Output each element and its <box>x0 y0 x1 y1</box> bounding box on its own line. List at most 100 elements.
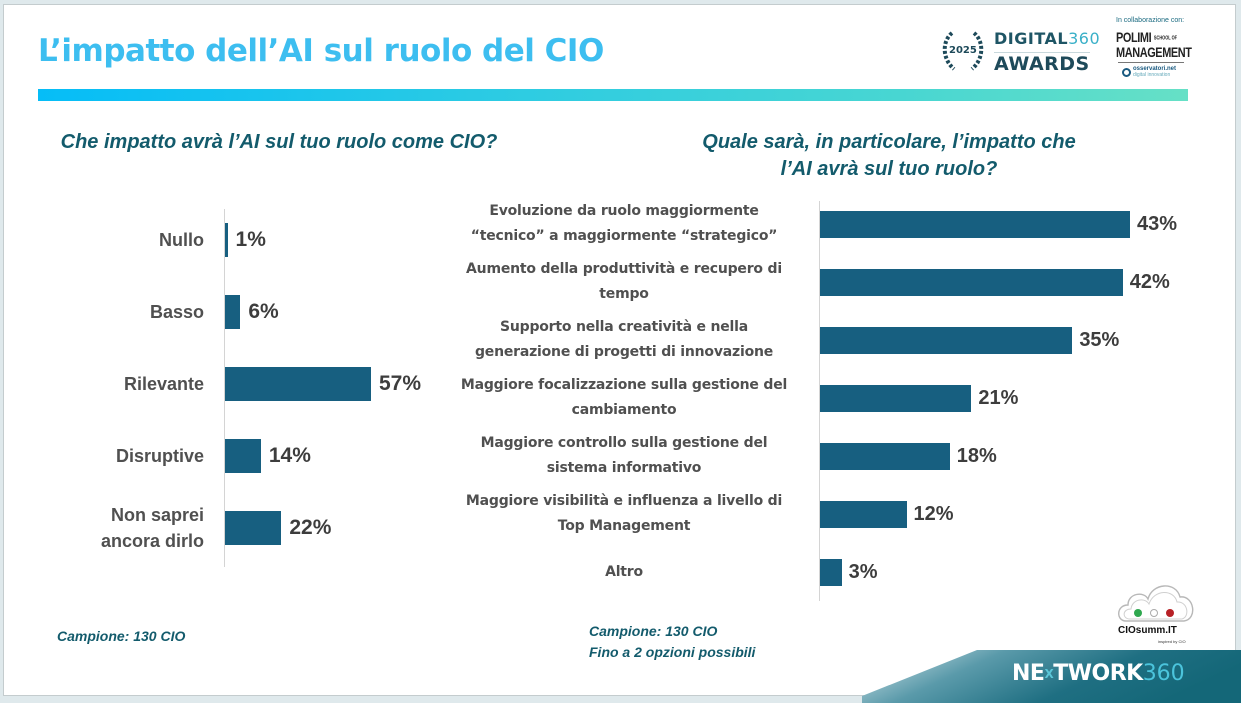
value-label: 6% <box>248 300 279 323</box>
laurel-wreath-icon <box>942 31 984 71</box>
category-label: Rilevante <box>44 371 204 397</box>
network-post: TWORK <box>1053 661 1143 686</box>
value-label: 35% <box>1079 329 1120 351</box>
polimi-divider <box>1118 62 1184 64</box>
bar <box>225 295 241 329</box>
left-question: Che impatto avrà l’AI sul tuo ruolo come… <box>60 131 498 153</box>
network-num: 360 <box>1142 661 1185 686</box>
award-year: 2025 <box>949 45 977 56</box>
value-label: 21% <box>978 387 1019 409</box>
cloud-icon <box>1118 585 1194 622</box>
category-label-line: Maggiore controllo sulla gestione del <box>480 435 768 451</box>
category-label-line: tempo <box>599 286 649 302</box>
polimi-line1: POLIMI <box>1116 29 1152 45</box>
category-label: Evoluzione da ruolo maggiormente “tecnico… <box>444 199 804 249</box>
network-x: X <box>1044 667 1054 681</box>
category-label-line: Maggiore focalizzazione sulla gestione d… <box>460 377 788 393</box>
right-sample-note: Campione: 130 CIO Fino a 2 opzioni possi… <box>589 621 755 663</box>
category-label: Maggiore visibilità e influenza a livell… <box>444 489 804 539</box>
polimi-small: SCHOOL OF <box>1153 35 1178 42</box>
category-label-line: Disruptive <box>115 446 204 466</box>
category-label: Disruptive <box>44 443 204 469</box>
left-bar-chart: 1% Nullo 6% Basso 57% Rilevante 14% Disruptive 2… <box>4 5 1235 695</box>
category-label: Maggiore focalizzazione sulla gestione d… <box>444 373 804 423</box>
category-label: Nullo <box>44 227 204 253</box>
y-axis-line <box>224 209 225 567</box>
polimi-logo: POLIMI SCHOOL OF MANAGEMENT <box>1116 29 1192 59</box>
right-question-line2: l’AI avrà sul tuo ruolo? <box>780 158 998 180</box>
category-label: Non saprei ancora dirlo <box>44 502 204 554</box>
award-divider <box>994 52 1090 53</box>
polimi-line2: MANAGEMENT <box>1116 44 1192 61</box>
bar <box>820 384 972 412</box>
bar <box>820 558 842 586</box>
collaboration-logos: In collaborazione con: POLIMI SCHOOL OF … <box>1116 17 1196 89</box>
category-label-line: Nullo <box>159 230 204 250</box>
bar <box>820 210 1130 238</box>
value-label: 3% <box>848 561 878 583</box>
category-label-line: cambiamento <box>571 402 677 418</box>
value-label: 12% <box>913 503 954 525</box>
category-label-line: Non saprei <box>110 505 204 525</box>
digital-number: 360 <box>1068 29 1101 48</box>
value-label: 14% <box>268 444 311 467</box>
osservatori-name: osservatori.net <box>1133 66 1177 73</box>
bar <box>820 268 1123 296</box>
value-label: 22% <box>289 516 332 539</box>
value-label: 43% <box>1137 213 1178 235</box>
category-label-line: Rilevante <box>123 374 204 394</box>
award-awards-text: AWARDS <box>994 53 1090 75</box>
value-label: 1% <box>235 228 266 251</box>
bar <box>225 367 371 401</box>
ciosummit-name: CIOsumm.IT <box>1118 625 1177 636</box>
category-label: Maggiore controllo sulla gestione del sis… <box>444 431 804 481</box>
category-label: Basso <box>44 299 204 325</box>
y-axis-line <box>819 201 820 601</box>
magnifier-icon <box>1122 67 1131 77</box>
value-label: 57% <box>379 372 422 395</box>
category-label-line: Maggiore visibilità e influenza a livell… <box>465 493 783 509</box>
bar <box>820 500 907 528</box>
network-pre: NE <box>1012 661 1045 686</box>
category-label: Aumento della produttività e recupero di… <box>444 257 804 307</box>
category-label-line: Evoluzione da ruolo maggiormente <box>489 203 759 219</box>
network360-logo: NEXTWORK360 <box>1012 661 1185 686</box>
category-label-line: Basso <box>149 302 204 322</box>
category-label-line: ancora dirlo <box>100 531 204 551</box>
page-title: L’impatto dell’AI sul ruolo del CIO <box>38 33 604 69</box>
category-label-line: “tecnico” a maggiormente “strategico” <box>470 228 778 244</box>
digital360-awards-logo: 2025 DIGITAL360 AWARDS <box>940 27 1100 77</box>
right-note-line2: Fino a 2 opzioni possibili <box>589 644 756 660</box>
ciosummit-logo: CIOsumm.IT inspired by CIO <box>1114 579 1198 649</box>
right-question: Quale sarà, in particolare, l’impatto ch… <box>624 129 1154 183</box>
banner-shape <box>862 650 1241 703</box>
osservatori-sub: digital innovation <box>1133 72 1171 79</box>
right-question-line1: Quale sarà, in particolare, l’impatto ch… <box>702 131 1076 153</box>
category-label-line: Aumento della produttività e recupero di <box>466 261 782 277</box>
bar <box>225 439 261 473</box>
award-digital-text: DIGITAL360 <box>994 29 1100 48</box>
right-note-line1: Campione: 130 CIO <box>589 623 718 639</box>
category-label-line: Altro <box>605 563 643 580</box>
category-label-line: Top Management <box>557 518 691 534</box>
value-label: 42% <box>1129 271 1170 293</box>
slide: L’impatto dell’AI sul ruolo del CIO 2025… <box>3 4 1236 696</box>
bar <box>820 326 1073 354</box>
category-label-line: sistema informativo <box>546 460 702 476</box>
value-label: 18% <box>956 445 997 467</box>
category-label-line: generazione di progetti di innovazione <box>474 344 774 360</box>
ciosummit-tagline: inspired by CIO <box>1158 639 1186 644</box>
category-label: Supporto nella creatività e nella generaz… <box>444 315 804 365</box>
right-bar-chart: 43% Evoluzione da ruolo maggiormente “tecn… <box>4 5 1235 695</box>
collaboration-label: In collaborazione con: <box>1116 17 1185 24</box>
left-sample-note: Campione: 130 CIO <box>57 628 186 644</box>
title-gradient-bar <box>38 89 1188 101</box>
network360-banner: NEXTWORK360 <box>862 650 1241 703</box>
bar <box>225 511 282 545</box>
digital-word: DIGITAL <box>994 29 1069 48</box>
category-label-line: Supporto nella creatività e nella <box>499 319 749 335</box>
osservatori-logo: osservatori.net digital innovation <box>1122 66 1196 78</box>
bar <box>820 442 950 470</box>
osservatori-text: osservatori.net digital innovation <box>1133 66 1176 78</box>
category-label: Altro <box>444 560 804 585</box>
